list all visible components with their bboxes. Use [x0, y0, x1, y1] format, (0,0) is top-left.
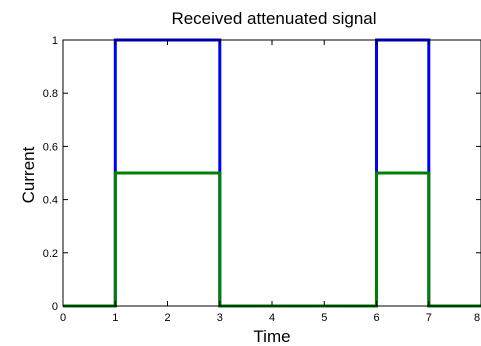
x-tick-label: 8 [474, 312, 480, 324]
chart-title: Received attenuated signal [171, 9, 376, 28]
x-tick-label: 5 [321, 312, 327, 324]
x-tick-label: 1 [112, 312, 118, 324]
y-tick-label: 0.8 [43, 88, 58, 100]
y-tick-label: 0.6 [43, 141, 58, 153]
y-axis-label: Current [19, 146, 38, 203]
x-tick-label: 0 [60, 312, 66, 324]
x-axis-label: Time [253, 327, 290, 346]
axis-ticks: 0 1 2 3 4 5 6 7 8 0 0.2 0.4 0.6 0.8 1 [43, 35, 481, 324]
y-tick-label: 1 [52, 35, 58, 47]
x-tick-label: 6 [373, 312, 379, 324]
y-tick-label: 0.4 [43, 195, 58, 207]
x-tick-label: 2 [164, 312, 170, 324]
y-tick-label: 0 [52, 301, 58, 313]
x-tick-label: 7 [426, 312, 432, 324]
series-line-2 [63, 171, 481, 308]
x-tick-label: 3 [217, 312, 223, 324]
x-tick-label: 4 [269, 312, 275, 324]
plot-area [63, 38, 481, 308]
y-tick-label: 0.2 [43, 248, 58, 260]
